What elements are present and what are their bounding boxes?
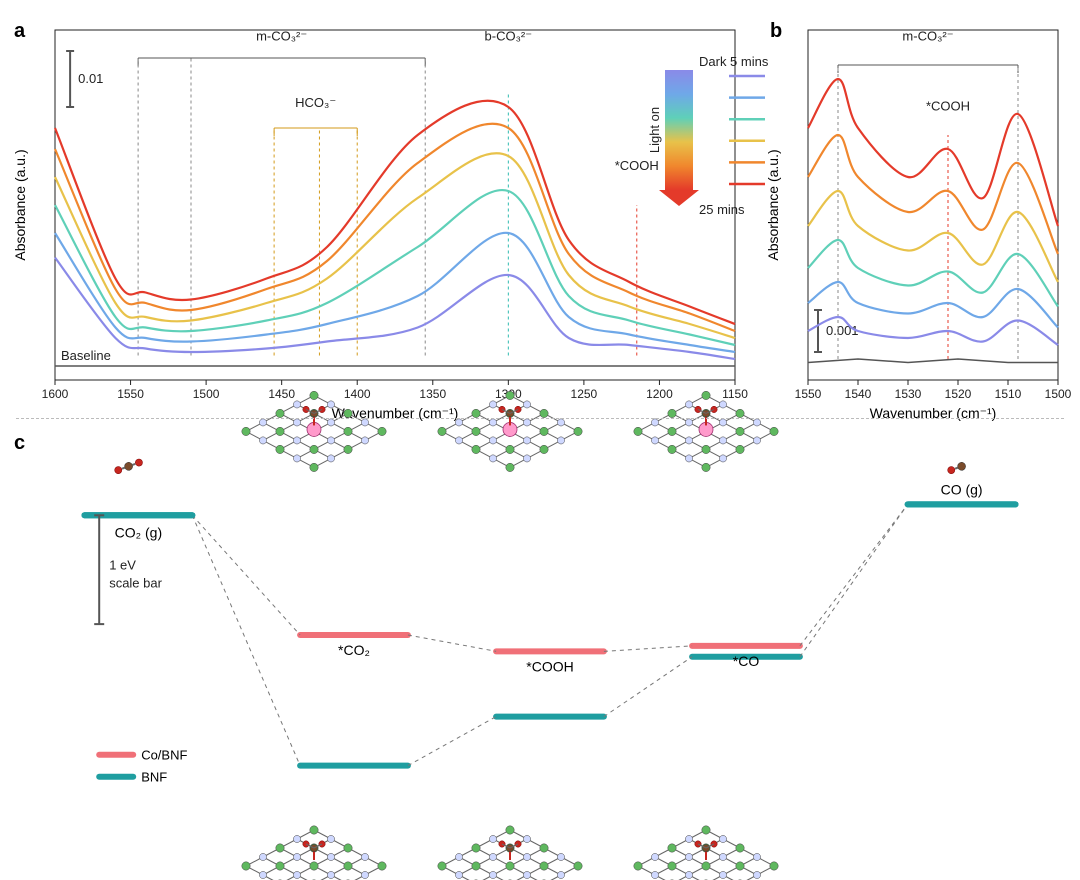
svg-text:Absorbance (a.u.): Absorbance (a.u.) [12, 149, 28, 260]
svg-text:HCO₃⁻: HCO₃⁻ [295, 95, 336, 110]
svg-text:*COOH: *COOH [615, 158, 659, 173]
svg-text:CO (g): CO (g) [941, 481, 983, 497]
svg-text:Co/BNF: Co/BNF [141, 748, 187, 763]
svg-text:1600: 1600 [42, 387, 69, 401]
svg-text:Absorbance (a.u.): Absorbance (a.u.) [765, 149, 781, 260]
svg-text:CO₂ (g): CO₂ (g) [115, 524, 162, 540]
svg-text:Light on: Light on [647, 107, 662, 153]
panel-divider [16, 418, 1064, 419]
svg-text:1400: 1400 [344, 387, 371, 401]
svg-text:Dark 5 mins: Dark 5 mins [699, 54, 769, 69]
svg-text:1530: 1530 [895, 387, 922, 401]
svg-text:0.001: 0.001 [826, 323, 859, 338]
svg-text:BNF: BNF [141, 770, 167, 785]
panel-a-plot: 1600155015001450140013501300125012001150… [55, 30, 735, 440]
svg-text:25 mins: 25 mins [699, 202, 745, 217]
svg-text:1450: 1450 [268, 387, 295, 401]
svg-text:1500: 1500 [193, 387, 220, 401]
svg-text:1150: 1150 [722, 387, 748, 401]
svg-text:1350: 1350 [419, 387, 446, 401]
panel-a-label: a [14, 20, 25, 43]
svg-text:*CO: *CO [733, 653, 760, 669]
svg-text:1200: 1200 [646, 387, 673, 401]
svg-text:1500: 1500 [1045, 387, 1072, 401]
svg-text:*COOH: *COOH [926, 99, 970, 114]
svg-text:scale bar: scale bar [109, 576, 162, 591]
panel-c-plot: CO₂ (g) *CO₂ *COOH *CO CO (g) 1 eV scale bar Co… [60, 450, 1040, 880]
svg-text:1 eV: 1 eV [109, 558, 136, 573]
svg-text:m-CO₃²⁻: m-CO₃²⁻ [256, 29, 307, 44]
svg-text:1540: 1540 [845, 387, 872, 401]
svg-text:1250: 1250 [571, 387, 598, 401]
svg-text:b-CO₃²⁻: b-CO₃²⁻ [485, 29, 533, 44]
svg-text:*CO₂: *CO₂ [338, 642, 370, 658]
panel-c-label: c [14, 432, 25, 455]
svg-text:0.01: 0.01 [78, 71, 103, 86]
svg-text:1520: 1520 [945, 387, 972, 401]
panel-b-label: b [770, 20, 782, 43]
svg-text:1550: 1550 [117, 387, 144, 401]
svg-text:Baseline: Baseline [61, 348, 111, 363]
svg-text:*COOH: *COOH [526, 658, 573, 674]
panel-b-plot: 155015401530152015101500Wavenumber (cm⁻¹… [808, 30, 1058, 440]
svg-text:1550: 1550 [795, 387, 822, 401]
svg-text:m-CO₃²⁻: m-CO₃²⁻ [902, 29, 953, 44]
svg-text:1510: 1510 [995, 387, 1022, 401]
